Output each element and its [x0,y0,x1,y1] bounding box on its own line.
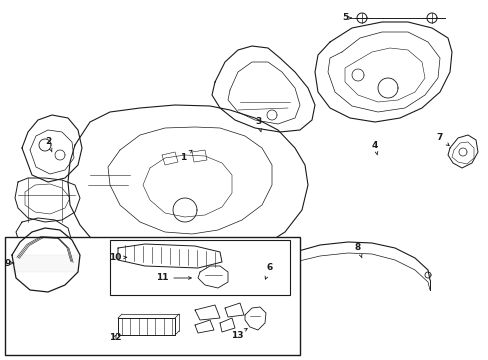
Text: 8: 8 [354,243,361,258]
Polygon shape [12,255,80,272]
Text: 7: 7 [436,134,448,146]
Text: 12: 12 [108,333,121,342]
Text: 3: 3 [254,117,261,132]
Bar [110,240,289,295]
Text: 5: 5 [341,13,350,22]
Text: 1: 1 [180,150,192,162]
Text: 6: 6 [264,264,273,279]
Bar [5,237,299,355]
Text: 10: 10 [109,253,126,262]
Text: 4: 4 [371,140,377,155]
Text: 13: 13 [230,329,247,339]
Text: 11: 11 [156,274,191,283]
Text: 9: 9 [5,258,14,267]
Text: 2: 2 [45,138,52,152]
